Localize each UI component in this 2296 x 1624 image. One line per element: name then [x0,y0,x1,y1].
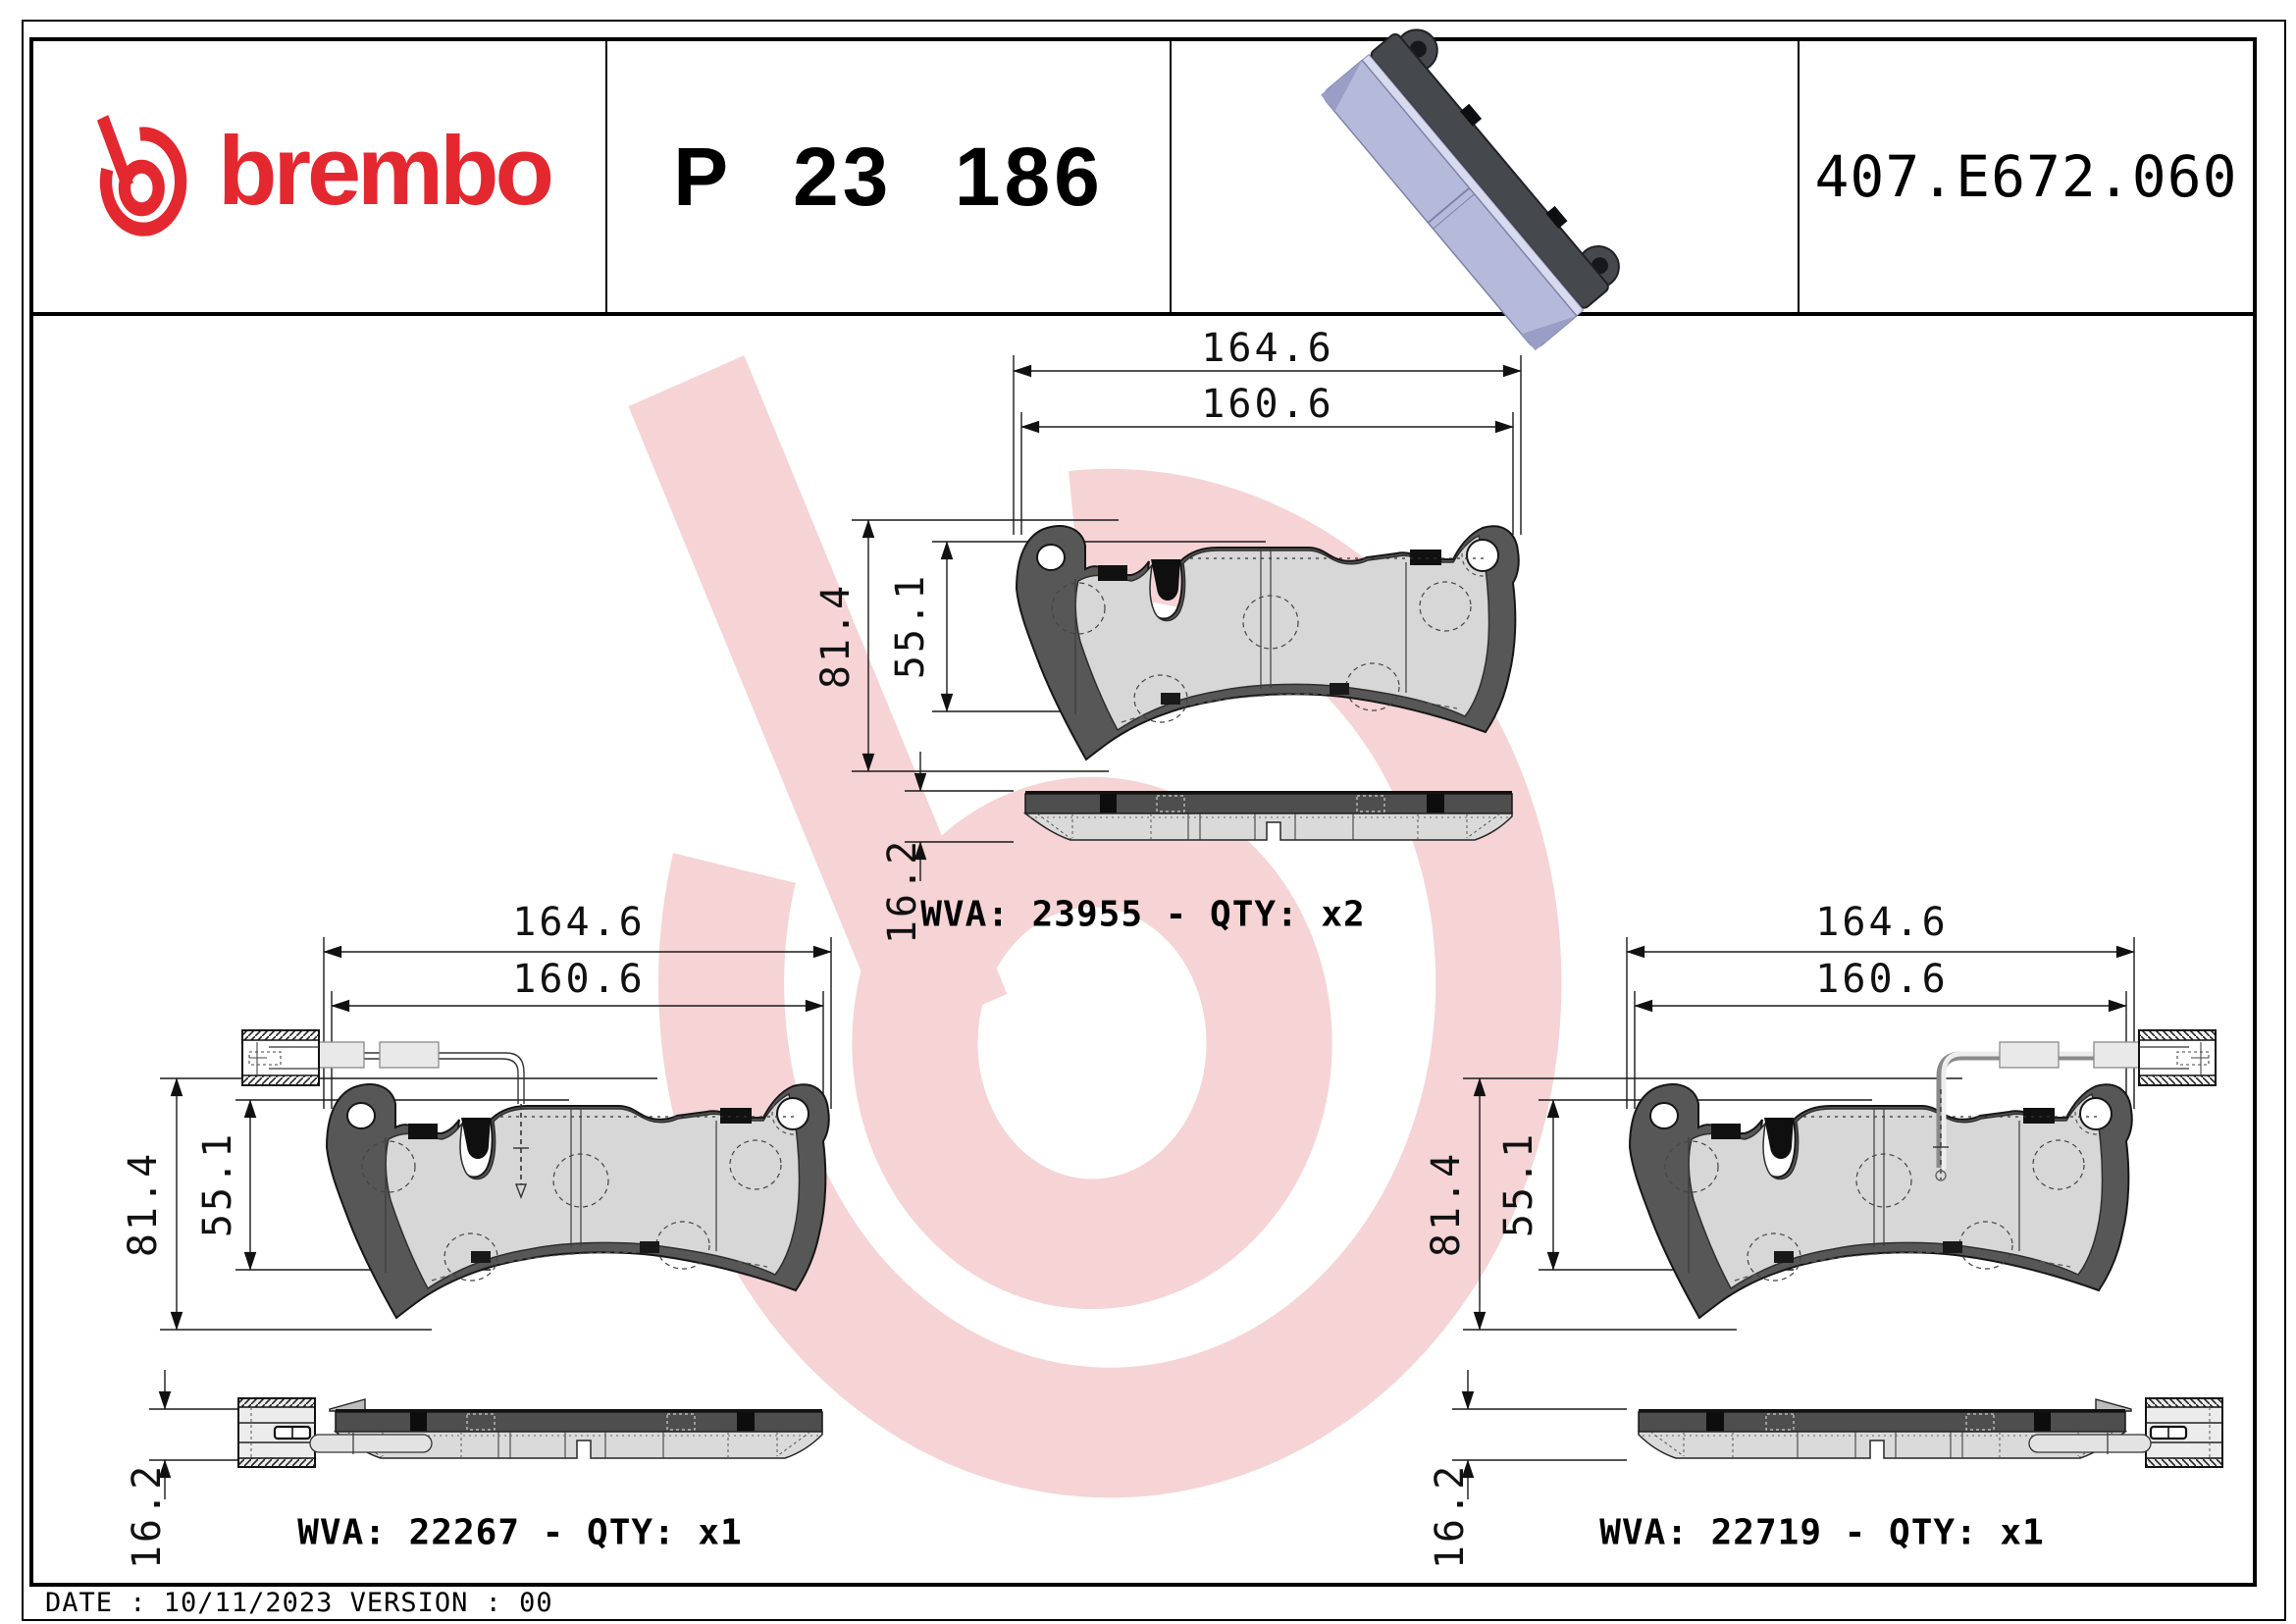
part-number-cell: P 23 186 [605,41,1170,312]
product-image-cell [1170,28,1798,351]
pad-front-view [1629,1083,2133,1319]
dim-thickness: 16.2 [1428,1462,1473,1570]
dim-width-inner: 160.6 [1815,957,1949,1002]
sensor-connector-front [2138,1029,2217,1086]
dim-width-outer: 164.6 [1815,900,1949,945]
part-number: P 23 186 [673,130,1104,223]
pad-drawing-bottom-left [149,937,832,1499]
wva-label-bottom-right: WVA: 22719 - QTY: x1 [1599,1512,2045,1553]
pad-front-view [1016,525,1520,760]
drawing-code: 407.E672.060 [1814,143,2238,210]
dim-height-inner: 55.1 [888,572,933,680]
brake-pad-3d-render-icon [1321,28,1620,351]
wear-sensor-right [1933,1029,2217,1181]
pad-drawing-top [852,355,1522,881]
dim-height-outer: 81.4 [813,582,859,690]
dim-height-outer: 81.4 [1424,1150,1469,1258]
brand-name: brembo [217,116,554,225]
brand-cell: brembo [33,41,605,312]
dim-width-inner: 160.6 [512,957,646,1002]
dim-thickness: 16.2 [125,1462,170,1570]
wva-label-bottom-left: WVA: 22267 - QTY: x1 [297,1512,743,1553]
dim-width-outer: 164.6 [1201,326,1334,371]
brembo-logo-icon [88,114,198,239]
drawing-code-cell: 407.E672.060 [1798,41,2253,312]
page-border [22,20,2286,1621]
pad-side-view-with-connector [238,1398,822,1467]
pad-side-view-with-connector [1639,1398,2222,1467]
sensor-connector-front [241,1029,320,1086]
wva-label-top: WVA: 23955 - QTY: x2 [920,894,1366,935]
dim-width-inner: 160.6 [1201,382,1334,427]
dim-height-inner: 55.1 [1496,1130,1541,1238]
pad-front-view [326,1083,830,1319]
footer-date-version: DATE : 10/11/2023 VERSION : 00 [45,1588,553,1618]
dim-thickness: 16.2 [880,837,925,945]
dim-width-outer: 164.6 [512,900,646,945]
wear-sensor-left [241,1029,529,1199]
title-block: brembo P 23 186 [29,28,2257,351]
dim-height-inner: 55.1 [195,1130,240,1238]
pad-side-view [1024,790,1513,841]
pad-drawing-bottom-right [1452,937,2296,1499]
dim-height-outer: 81.4 [121,1150,166,1258]
